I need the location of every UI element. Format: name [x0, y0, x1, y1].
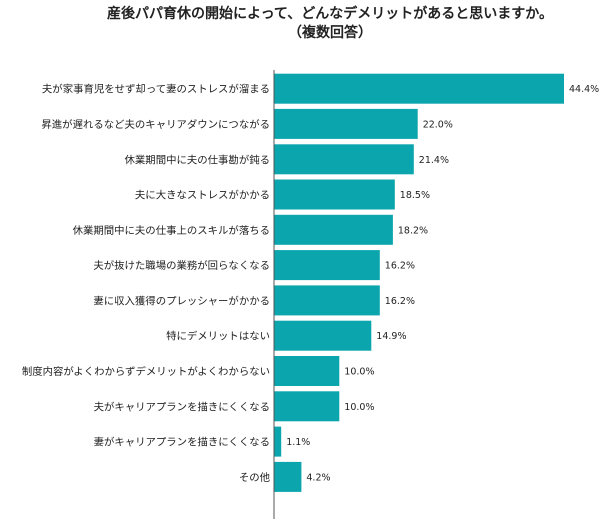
value-label: 10.0%	[344, 402, 374, 413]
value-label: 16.2%	[385, 296, 415, 307]
bars-layer	[274, 73, 564, 492]
value-label: 22.0%	[423, 119, 453, 130]
value-label: 1.1%	[286, 437, 310, 448]
bar	[274, 426, 282, 457]
chart-title-line2: （複数回答）	[288, 24, 372, 41]
category-label: 夫が抜けた職場の業務が回らなくなる	[93, 259, 270, 272]
category-label: 休業期間中に夫の仕事勘が鈍る	[125, 153, 270, 166]
category-label: 夫が家事育児をせず却って妻のストレスが溜まる	[42, 83, 270, 96]
value-label: 10.0%	[344, 367, 374, 378]
bar	[274, 108, 418, 139]
bar	[274, 356, 340, 386]
bar	[274, 214, 393, 245]
chart-title-line1: 産後パパ育休の開始によって、どんなデメリットがあると思いますか。	[107, 5, 553, 22]
value-label: 14.9%	[376, 331, 406, 342]
category-label: 妻がキャリアプランを描きにくくなる	[94, 436, 270, 449]
category-label: 特にデメリットはない	[166, 330, 270, 343]
category-label: 夫に大きなストレスがかかる	[135, 189, 270, 202]
bar	[274, 179, 395, 210]
bar	[274, 73, 564, 104]
value-label: 18.5%	[400, 190, 430, 201]
value-labels-layer: 44.4% 22.0% 21.4% 18.5% 18.2% 16.2% 16.2% 14.9%…	[286, 84, 599, 483]
category-labels-layer: 夫が家事育児をせず却って妻のストレスが溜まる昇進が遅れるなど夫のキャリアダウンに…	[22, 83, 270, 484]
bar	[274, 144, 414, 175]
category-label: 休業期間中に夫の仕事上のスキルが落ちる	[73, 224, 270, 237]
value-label: 21.4%	[419, 155, 449, 166]
bar	[274, 250, 380, 281]
bar	[274, 461, 302, 492]
category-label: 制度内容がよくわからずデメリットがよくわからない	[22, 365, 270, 378]
bar	[274, 391, 340, 422]
category-label: 昇進が遅れるなど夫のキャリアダウンにつながる	[41, 118, 270, 131]
category-label: 夫がキャリアプランを描きにくくなる	[94, 400, 270, 413]
value-label: 16.2%	[385, 261, 415, 272]
category-label: 妻に収入獲得のプレッシャーがかかる	[93, 294, 270, 307]
bar	[274, 285, 380, 316]
value-label: 4.2%	[306, 472, 330, 483]
value-label: 18.2%	[398, 225, 428, 236]
value-label: 44.4%	[569, 84, 599, 95]
category-label: その他	[239, 471, 270, 484]
bar	[274, 320, 372, 351]
